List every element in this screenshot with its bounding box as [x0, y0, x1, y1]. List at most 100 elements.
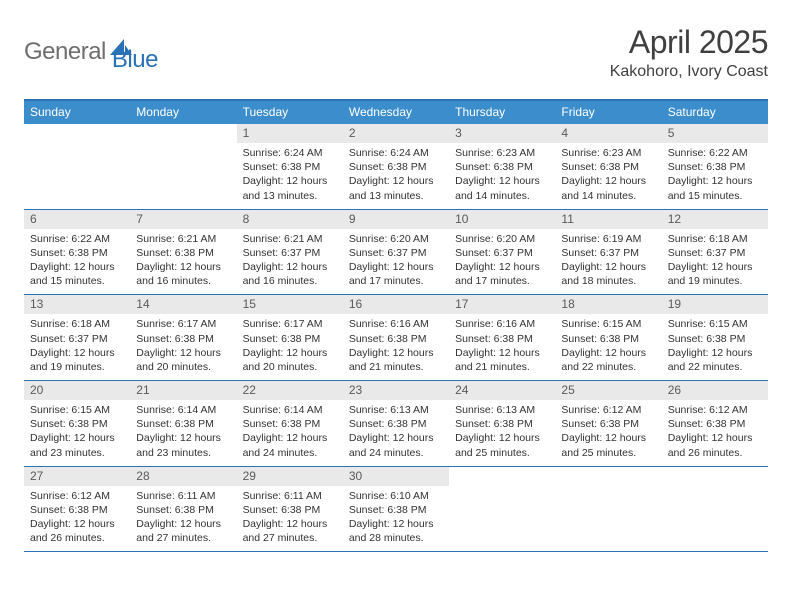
day-cell: 10Sunrise: 6:20 AMSunset: 6:37 PMDayligh…	[449, 210, 555, 295]
week-row: 13Sunrise: 6:18 AMSunset: 6:37 PMDayligh…	[24, 295, 768, 381]
calendar-table: SundayMondayTuesdayWednesdayThursdayFrid…	[24, 99, 768, 552]
day-content: Sunrise: 6:20 AMSunset: 6:37 PMDaylight:…	[343, 229, 449, 295]
day-content: Sunrise: 6:15 AMSunset: 6:38 PMDaylight:…	[24, 400, 130, 466]
sunrise-text: Sunrise: 6:20 AM	[455, 232, 549, 246]
sunrise-text: Sunrise: 6:18 AM	[30, 317, 124, 331]
daylight-text: Daylight: 12 hours and 21 minutes.	[455, 346, 549, 374]
sunset-text: Sunset: 6:37 PM	[30, 332, 124, 346]
day-content: Sunrise: 6:17 AMSunset: 6:38 PMDaylight:…	[130, 314, 236, 380]
daylight-text: Daylight: 12 hours and 24 minutes.	[349, 431, 443, 459]
sunset-text: Sunset: 6:38 PM	[561, 160, 655, 174]
sunset-text: Sunset: 6:38 PM	[349, 503, 443, 517]
sunset-text: Sunset: 6:37 PM	[455, 246, 549, 260]
day-number: 25	[555, 381, 661, 400]
daylight-text: Daylight: 12 hours and 20 minutes.	[136, 346, 230, 374]
day-number: 5	[662, 124, 768, 143]
week-row: 27Sunrise: 6:12 AMSunset: 6:38 PMDayligh…	[24, 467, 768, 553]
day-cell: 24Sunrise: 6:13 AMSunset: 6:38 PMDayligh…	[449, 381, 555, 466]
day-number: 13	[24, 295, 130, 314]
day-number: 30	[343, 467, 449, 486]
daylight-text: Daylight: 12 hours and 15 minutes.	[30, 260, 124, 288]
day-cell: 11Sunrise: 6:19 AMSunset: 6:37 PMDayligh…	[555, 210, 661, 295]
day-number: 6	[24, 210, 130, 229]
day-content: Sunrise: 6:23 AMSunset: 6:38 PMDaylight:…	[555, 143, 661, 209]
day-cell: 16Sunrise: 6:16 AMSunset: 6:38 PMDayligh…	[343, 295, 449, 380]
sunrise-text: Sunrise: 6:13 AM	[349, 403, 443, 417]
day-cell: 22Sunrise: 6:14 AMSunset: 6:38 PMDayligh…	[237, 381, 343, 466]
sunrise-text: Sunrise: 6:11 AM	[243, 489, 337, 503]
sunset-text: Sunset: 6:38 PM	[561, 417, 655, 431]
day-content: Sunrise: 6:13 AMSunset: 6:38 PMDaylight:…	[343, 400, 449, 466]
daylight-text: Daylight: 12 hours and 17 minutes.	[349, 260, 443, 288]
location-label: Kakohoro, Ivory Coast	[610, 63, 768, 81]
sunrise-text: Sunrise: 6:12 AM	[561, 403, 655, 417]
sunset-text: Sunset: 6:38 PM	[455, 417, 549, 431]
day-cell: 23Sunrise: 6:13 AMSunset: 6:38 PMDayligh…	[343, 381, 449, 466]
day-cell: 30Sunrise: 6:10 AMSunset: 6:38 PMDayligh…	[343, 467, 449, 552]
day-cell: 18Sunrise: 6:15 AMSunset: 6:38 PMDayligh…	[555, 295, 661, 380]
daylight-text: Daylight: 12 hours and 23 minutes.	[30, 431, 124, 459]
sunset-text: Sunset: 6:38 PM	[349, 332, 443, 346]
sunset-text: Sunset: 6:37 PM	[668, 246, 762, 260]
day-cell: 1Sunrise: 6:24 AMSunset: 6:38 PMDaylight…	[237, 124, 343, 209]
daylight-text: Daylight: 12 hours and 25 minutes.	[561, 431, 655, 459]
daylight-text: Daylight: 12 hours and 20 minutes.	[243, 346, 337, 374]
day-cell: 28Sunrise: 6:11 AMSunset: 6:38 PMDayligh…	[130, 467, 236, 552]
day-number: 28	[130, 467, 236, 486]
sunset-text: Sunset: 6:37 PM	[243, 246, 337, 260]
sunrise-text: Sunrise: 6:17 AM	[136, 317, 230, 331]
sunrise-text: Sunrise: 6:15 AM	[668, 317, 762, 331]
daylight-text: Daylight: 12 hours and 25 minutes.	[455, 431, 549, 459]
title-block: April 2025 Kakohoro, Ivory Coast	[610, 24, 768, 81]
sunset-text: Sunset: 6:38 PM	[243, 160, 337, 174]
weekday-header: Wednesday	[343, 101, 449, 124]
day-content: Sunrise: 6:15 AMSunset: 6:38 PMDaylight:…	[555, 314, 661, 380]
empty-day-cell	[662, 467, 768, 552]
sunrise-text: Sunrise: 6:23 AM	[455, 146, 549, 160]
sunset-text: Sunset: 6:37 PM	[561, 246, 655, 260]
day-content: Sunrise: 6:20 AMSunset: 6:37 PMDaylight:…	[449, 229, 555, 295]
day-number: 17	[449, 295, 555, 314]
sunset-text: Sunset: 6:38 PM	[136, 417, 230, 431]
sunrise-text: Sunrise: 6:21 AM	[136, 232, 230, 246]
sunrise-text: Sunrise: 6:21 AM	[243, 232, 337, 246]
day-number: 10	[449, 210, 555, 229]
day-content: Sunrise: 6:15 AMSunset: 6:38 PMDaylight:…	[662, 314, 768, 380]
sunrise-text: Sunrise: 6:16 AM	[349, 317, 443, 331]
sunset-text: Sunset: 6:38 PM	[136, 503, 230, 517]
brand-text-general: General	[24, 38, 106, 66]
weekday-header: Sunday	[24, 101, 130, 124]
sunset-text: Sunset: 6:38 PM	[30, 417, 124, 431]
daylight-text: Daylight: 12 hours and 27 minutes.	[136, 517, 230, 545]
sunset-text: Sunset: 6:38 PM	[136, 332, 230, 346]
day-content: Sunrise: 6:24 AMSunset: 6:38 PMDaylight:…	[237, 143, 343, 209]
day-number: 7	[130, 210, 236, 229]
sunset-text: Sunset: 6:37 PM	[349, 246, 443, 260]
day-content: Sunrise: 6:12 AMSunset: 6:38 PMDaylight:…	[555, 400, 661, 466]
sunset-text: Sunset: 6:38 PM	[30, 503, 124, 517]
empty-day-cell	[555, 467, 661, 552]
sunset-text: Sunset: 6:38 PM	[30, 246, 124, 260]
month-title: April 2025	[610, 24, 768, 61]
sunrise-text: Sunrise: 6:24 AM	[243, 146, 337, 160]
sunrise-text: Sunrise: 6:14 AM	[243, 403, 337, 417]
day-content: Sunrise: 6:14 AMSunset: 6:38 PMDaylight:…	[130, 400, 236, 466]
day-content: Sunrise: 6:24 AMSunset: 6:38 PMDaylight:…	[343, 143, 449, 209]
day-number: 12	[662, 210, 768, 229]
day-cell: 5Sunrise: 6:22 AMSunset: 6:38 PMDaylight…	[662, 124, 768, 209]
daylight-text: Daylight: 12 hours and 28 minutes.	[349, 517, 443, 545]
day-cell: 20Sunrise: 6:15 AMSunset: 6:38 PMDayligh…	[24, 381, 130, 466]
day-cell: 17Sunrise: 6:16 AMSunset: 6:38 PMDayligh…	[449, 295, 555, 380]
day-number: 3	[449, 124, 555, 143]
sunset-text: Sunset: 6:38 PM	[668, 332, 762, 346]
day-number: 29	[237, 467, 343, 486]
daylight-text: Daylight: 12 hours and 26 minutes.	[668, 431, 762, 459]
daylight-text: Daylight: 12 hours and 16 minutes.	[136, 260, 230, 288]
day-cell: 3Sunrise: 6:23 AMSunset: 6:38 PMDaylight…	[449, 124, 555, 209]
day-content: Sunrise: 6:18 AMSunset: 6:37 PMDaylight:…	[662, 229, 768, 295]
daylight-text: Daylight: 12 hours and 24 minutes.	[243, 431, 337, 459]
weekday-header-row: SundayMondayTuesdayWednesdayThursdayFrid…	[24, 101, 768, 124]
day-content: Sunrise: 6:18 AMSunset: 6:37 PMDaylight:…	[24, 314, 130, 380]
day-number: 14	[130, 295, 236, 314]
daylight-text: Daylight: 12 hours and 19 minutes.	[668, 260, 762, 288]
